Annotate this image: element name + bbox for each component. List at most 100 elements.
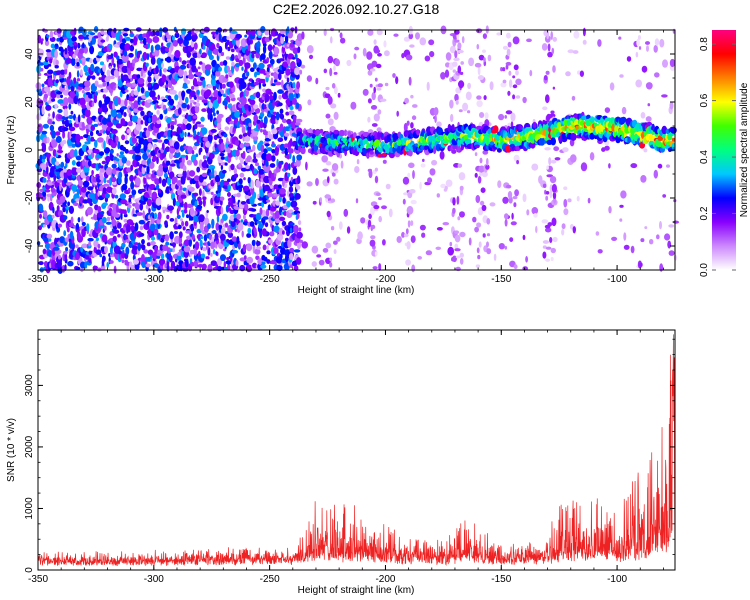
spectrogram-cell	[69, 130, 73, 140]
spectrogram-cell	[210, 260, 217, 267]
spectrogram-cell	[71, 160, 76, 166]
spectrogram-cell	[551, 217, 557, 227]
spectrogram-cell	[117, 234, 121, 238]
spectrogram-cell	[225, 222, 228, 228]
spectrogram-cell	[178, 236, 183, 245]
spectrogram-cell	[454, 50, 458, 59]
snr-series-line	[37, 334, 676, 567]
spectrogram-cell	[373, 86, 377, 94]
spectrogram-cell	[549, 237, 553, 243]
snr-xlabel: Height of straight line (km)	[298, 585, 415, 596]
spectrogram-cell	[156, 109, 160, 115]
spectrogram-cell	[417, 255, 423, 260]
spectrogram-cell	[290, 27, 295, 32]
spectrogram-cell	[512, 84, 518, 89]
spectrogram-cell	[210, 191, 214, 195]
spectrogram-cell	[553, 146, 560, 152]
spectrogram-cell	[296, 231, 303, 239]
spectrogram-cell	[481, 171, 488, 178]
spectrogram-cell	[215, 190, 219, 194]
spectrogram-cell	[193, 175, 200, 182]
spectrogram-cell	[284, 147, 289, 156]
spectrogram-cell	[419, 37, 427, 46]
spectrogram-cell	[195, 153, 199, 158]
spectrogram-signal-cell	[671, 137, 676, 142]
spectrogram-cell	[128, 52, 134, 58]
spectrogram-cell	[201, 52, 207, 58]
spectrogram-cell	[54, 161, 60, 166]
spectrogram-cell	[216, 110, 220, 115]
spectrogram-cell	[168, 152, 174, 160]
spectrogram-cell	[157, 94, 160, 101]
spectrogram-cell	[108, 43, 113, 50]
spectrogram-cell	[402, 176, 410, 185]
spectrogram-cell	[147, 142, 153, 151]
spectrogram-signal-cell	[645, 133, 650, 141]
spectrogram-cell	[354, 46, 360, 51]
spectrogram-cell	[420, 163, 426, 168]
spectrogram-cell	[185, 112, 189, 117]
spectrogram-cell	[462, 102, 469, 112]
spectrogram-cell	[255, 162, 259, 167]
spectrogram-cell	[338, 221, 343, 230]
spectrogram-cell	[69, 149, 76, 158]
spectrogram-cell	[68, 115, 74, 119]
spectrogram-cell	[208, 100, 213, 109]
spectrogram-cell	[292, 97, 297, 105]
spectrogram-xtick-label: -150	[491, 274, 511, 285]
spectrogram-cell	[228, 200, 231, 208]
spectrogram-cell	[562, 147, 569, 153]
spectrogram-cell	[165, 146, 170, 153]
spectrogram-cell	[278, 58, 285, 62]
spectrogram-cell	[91, 175, 94, 184]
spectrogram-cell	[290, 222, 295, 226]
spectrogram-cell	[222, 185, 229, 189]
snr-ytick-label: 3000	[24, 374, 35, 397]
spectrogram-cell	[112, 235, 117, 243]
spectrogram-cell	[262, 216, 269, 220]
spectrogram-cell	[116, 153, 119, 157]
spectrogram-cell	[98, 77, 102, 81]
spectrogram-cell	[93, 148, 100, 154]
spectrogram-cell	[198, 32, 204, 39]
spectrogram-cell	[36, 182, 41, 189]
spectrogram-cell	[264, 93, 270, 102]
spectrogram-cell	[458, 172, 466, 181]
spectrogram-cell	[452, 207, 456, 214]
spectrogram-cell	[333, 249, 337, 255]
spectrogram-cell	[252, 158, 258, 163]
spectrogram-cell	[52, 111, 55, 119]
spectrogram-cell	[109, 65, 112, 70]
spectrogram-cell	[297, 46, 301, 54]
spectrogram-cell	[49, 30, 54, 39]
spectrogram-cell	[228, 81, 234, 88]
spectrogram-cell	[455, 99, 459, 105]
spectrogram-cell	[522, 96, 527, 104]
spectrogram-cell	[150, 56, 156, 65]
spectrogram-cell	[330, 226, 335, 231]
spectrogram-cell	[148, 117, 151, 123]
spectrogram-cell	[285, 68, 291, 76]
spectrogram-cell	[415, 32, 420, 40]
spectrogram-cell	[181, 102, 187, 109]
spectrogram-cell	[44, 40, 50, 46]
spectrogram-cell	[646, 45, 649, 52]
spectrogram-cell	[287, 155, 290, 160]
spectrogram-cell	[84, 86, 91, 92]
spectrogram-cell	[439, 150, 445, 160]
spectrogram-cell	[124, 173, 129, 178]
snr-xtick-label: -350	[28, 574, 48, 585]
spectrogram-cell	[482, 49, 486, 53]
spectrogram-cell	[75, 133, 81, 143]
spectrogram-cell	[89, 32, 96, 36]
spectrogram-cell	[476, 247, 480, 254]
spectrogram-cell	[99, 165, 104, 169]
spectrogram-cell	[87, 237, 94, 242]
spectrogram-cell	[195, 121, 202, 125]
spectrogram-cell	[244, 34, 248, 38]
spectrogram-cell	[476, 222, 482, 228]
spectrogram-cell	[63, 108, 69, 118]
spectrogram-cell	[115, 123, 123, 129]
